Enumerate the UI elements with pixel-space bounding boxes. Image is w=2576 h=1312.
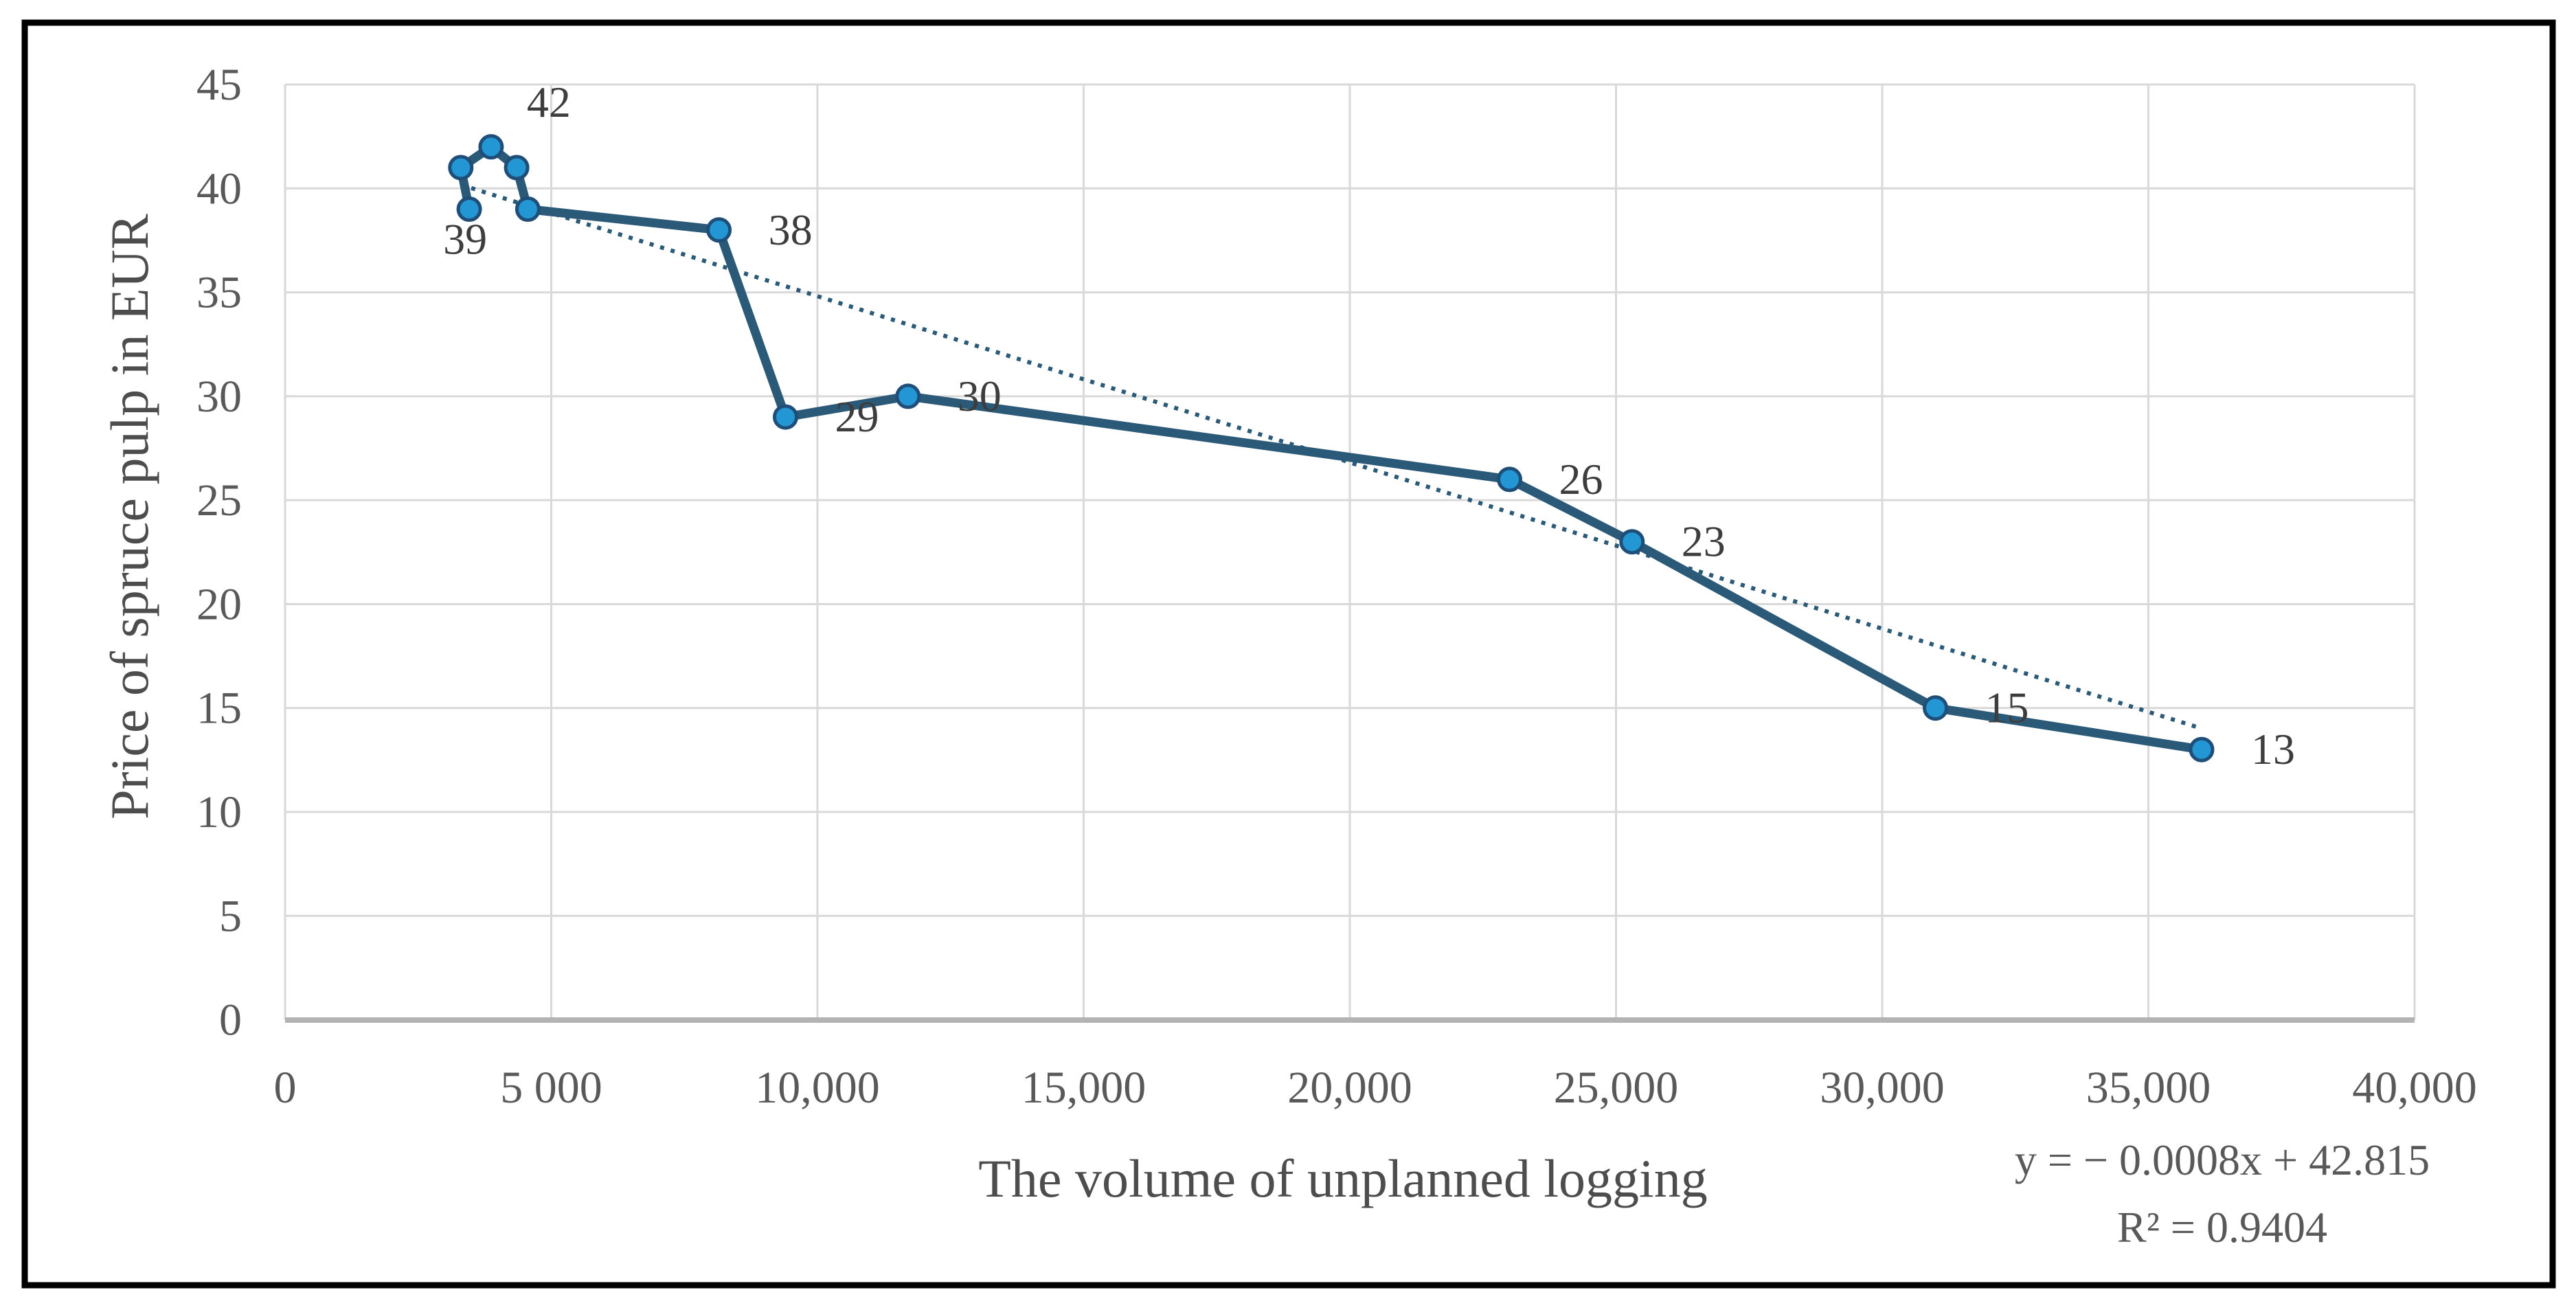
x-tick-label: 25,000 (1554, 1063, 1679, 1113)
x-tick-label: 40,000 (2352, 1063, 2477, 1113)
data-point-marker (456, 196, 482, 222)
y-tick-label: 15 (196, 683, 242, 734)
data-point-marker (1619, 529, 1645, 555)
data-point-marker (515, 196, 541, 222)
y-tick-label: 30 (196, 372, 242, 422)
data-point-label: 30 (958, 372, 1002, 420)
data-point-label: 26 (1559, 455, 1603, 504)
figure-border (21, 19, 2556, 1289)
data-point-marker (1497, 466, 1522, 493)
data-point-label: 23 (1682, 517, 1726, 566)
x-tick-label: 15,000 (1021, 1063, 1146, 1113)
data-point-marker (706, 217, 732, 243)
data-point-label: 39 (443, 215, 487, 264)
trendline-r-squared: R² = 0.9404 (2117, 1203, 2327, 1252)
y-tick-labels: 0 5 10 15 20 25 30 35 40 45 (196, 60, 242, 1045)
y-tick-label: 5 (219, 891, 242, 941)
x-tick-labels: 0 5 000 10,000 15,000 20,000 25,000 30,000 35,0… (274, 1063, 2477, 1113)
data-point-label: 15 (1985, 683, 2029, 732)
y-tick-label: 45 (196, 60, 242, 110)
y-tick-label: 10 (196, 787, 242, 837)
x-tick-label: 5 000 (500, 1063, 602, 1113)
gridlines (284, 83, 2416, 1020)
data-point-marker (895, 383, 921, 409)
data-point-label: 29 (835, 392, 879, 441)
x-tick-label: 0 (274, 1063, 297, 1113)
y-axis-title: Price of spruce pulp in EUR (100, 214, 159, 819)
x-tick-label: 35,000 (2086, 1063, 2211, 1113)
data-point-marker (2189, 736, 2215, 762)
trendline-equation: y = − 0.0008x + 42.815 (2015, 1135, 2430, 1184)
data-point-label: 42 (527, 78, 571, 126)
data-point-marker (448, 155, 474, 181)
data-point-labels: 39 42 38 29 30 26 23 15 13 (443, 78, 2295, 773)
data-point-markers (448, 134, 2215, 762)
data-point-label: 38 (769, 205, 813, 254)
y-tick-label: 20 (196, 579, 242, 629)
y-tick-label: 25 (196, 475, 242, 525)
y-tick-label: 35 (196, 268, 242, 318)
data-point-marker (504, 155, 530, 181)
x-axis-title: The volume of unplanned logging (978, 1149, 1707, 1208)
x-tick-label: 20,000 (1287, 1063, 1412, 1113)
data-point-marker (773, 404, 798, 430)
trendline (460, 183, 2202, 731)
x-tick-label: 10,000 (755, 1063, 880, 1113)
y-tick-label: 0 (219, 995, 242, 1045)
y-tick-label: 40 (196, 163, 242, 214)
data-point-marker (1923, 695, 1948, 721)
data-point-marker (478, 134, 504, 160)
x-tick-label: 30,000 (1820, 1063, 1945, 1113)
data-point-label: 13 (2251, 725, 2295, 773)
